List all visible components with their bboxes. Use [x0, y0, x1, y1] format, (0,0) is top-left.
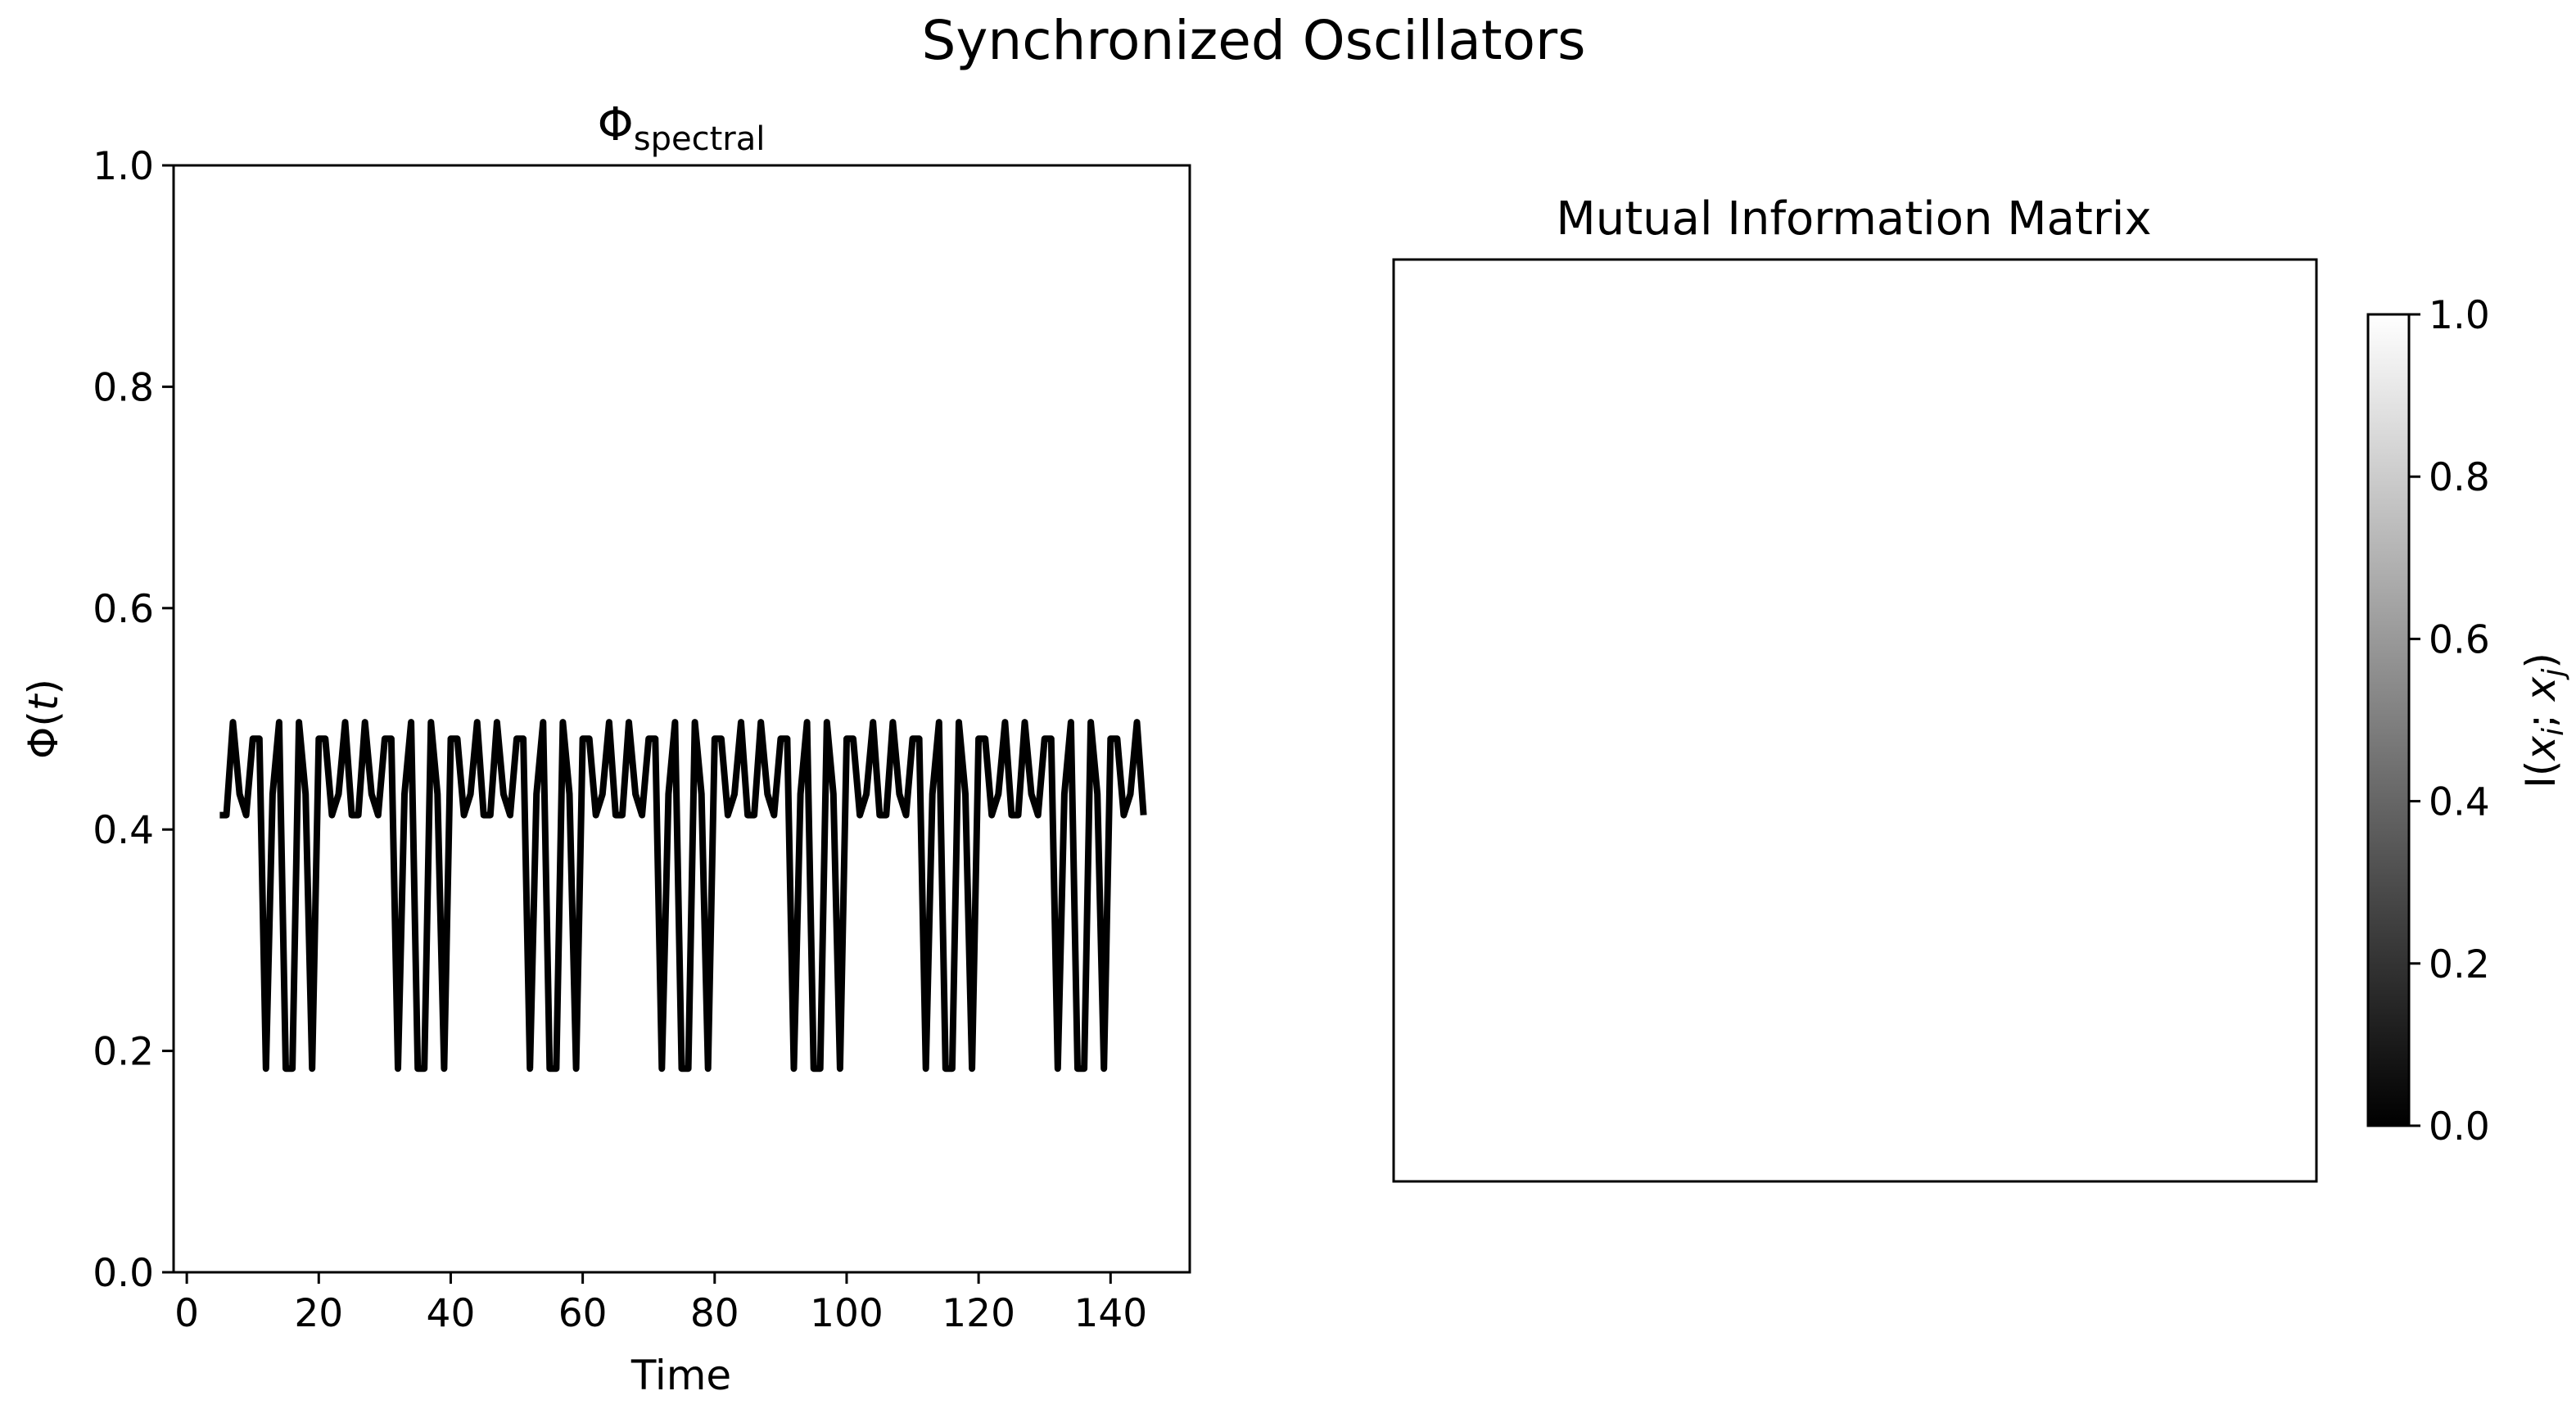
- heatmap-cells: [1394, 260, 2316, 1181]
- x-tick-label: 0: [174, 1291, 199, 1336]
- colorbar-tick-label: 0.0: [2429, 1104, 2490, 1149]
- mutual-information-heatmap: Mutual Information Matrix: [1392, 192, 2318, 1183]
- colorbar-label-sep: ;: [2517, 701, 2565, 728]
- heatmap-title: Mutual Information Matrix: [1556, 192, 2151, 246]
- line-y-label-close: ): [20, 679, 67, 695]
- colorbar-label-suffix: ): [2517, 653, 2565, 669]
- figure-title: Synchronized Oscillators: [921, 9, 1585, 72]
- line-y-label-main: Φ(: [20, 711, 67, 759]
- x-tick-label: 80: [690, 1291, 739, 1336]
- y-tick-label: 0.0: [93, 1251, 154, 1296]
- x-tick-label: 100: [810, 1291, 884, 1336]
- x-tick-label: 60: [558, 1291, 608, 1336]
- line-x-axis-label: Time: [630, 1352, 731, 1399]
- colorbar-gradient: [2366, 313, 2411, 1127]
- colorbar-tick-label: 0.4: [2429, 780, 2490, 825]
- y-tick-label: 0.8: [93, 365, 154, 410]
- y-tick-label: 0.6: [93, 587, 154, 632]
- phi-line-chart: Φspectral 0 20 40 60 80 100 120 140 0.00.20.40.…: [20, 98, 1191, 1399]
- line-chart-title-main: Φ: [598, 98, 634, 151]
- heatmap-frame: [1392, 258, 2318, 1183]
- colorbar-label-i: i: [2537, 728, 2570, 736]
- colorbar-label-prefix: I(: [2517, 761, 2565, 788]
- colorbar-tick-label: 0.8: [2429, 455, 2490, 500]
- y-tick-label: 1.0: [93, 144, 154, 189]
- x-tick-label: 140: [1073, 1291, 1147, 1336]
- colorbar: 0.0 0.2 0.4 0.6 0.8 1.0 I(xi; xj): [2366, 293, 2570, 1149]
- colorbar-ticks: 0.0 0.2 0.4 0.6 0.8 1.0: [2409, 293, 2490, 1149]
- colorbar-label-x2: x: [2517, 676, 2565, 702]
- line-y-label-var: t: [20, 693, 67, 711]
- phi-series-line: [219, 719, 1147, 1073]
- line-y-axis-label: Φ(t): [20, 679, 67, 759]
- line-x-axis: 0 20 40 60 80 100 120 140: [174, 1272, 1147, 1336]
- x-tick-label: 20: [294, 1291, 343, 1336]
- colorbar-label-x1: x: [2517, 736, 2565, 762]
- line-chart-title: Φspectral: [598, 98, 766, 158]
- y-tick-label: 0.4: [93, 808, 154, 853]
- colorbar-tick-label: 0.6: [2429, 617, 2490, 662]
- y-tick-label: 0.2: [93, 1030, 154, 1075]
- x-tick-label: 120: [942, 1291, 1015, 1336]
- colorbar-label: I(xi; xj): [2517, 653, 2570, 788]
- line-y-axis: 0.0 0.2 0.4 0.6 0.8 1.0: [93, 144, 174, 1296]
- x-tick-label: 40: [427, 1291, 476, 1336]
- colorbar-tick-label: 0.2: [2429, 942, 2490, 987]
- line-plot-frame: [172, 164, 1191, 1274]
- colorbar-tick-label: 1.0: [2429, 293, 2490, 338]
- line-chart-title-subscript: spectral: [634, 120, 766, 158]
